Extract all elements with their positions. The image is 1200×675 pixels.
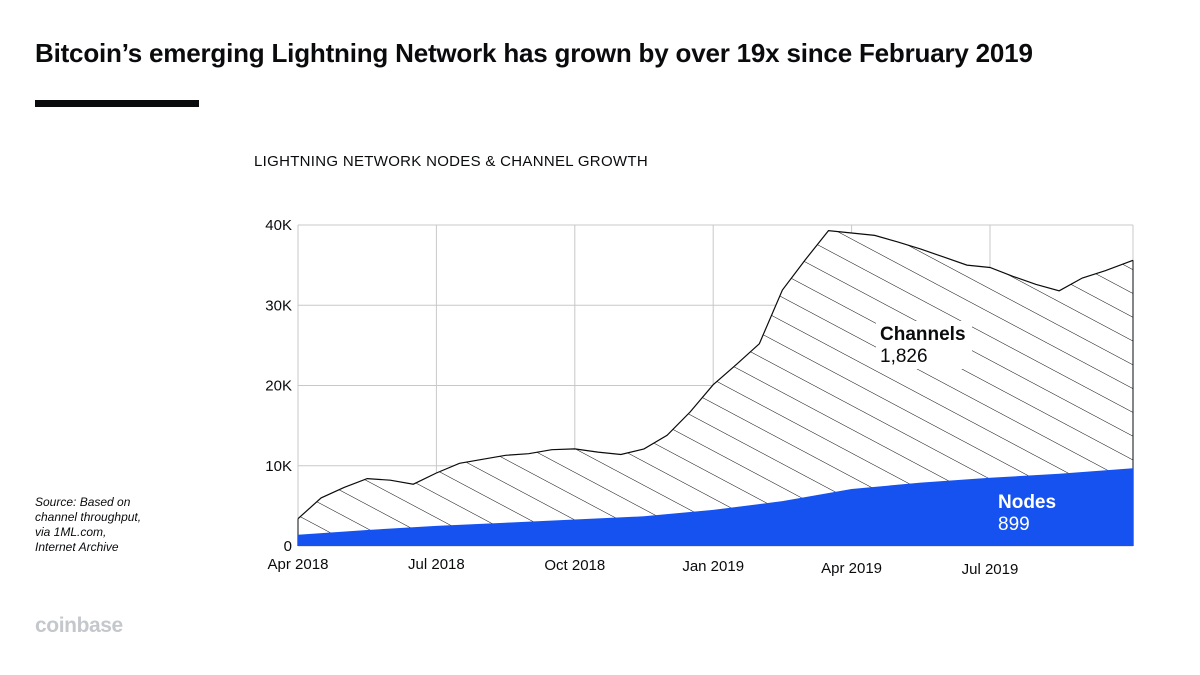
- channels-area: [298, 230, 1133, 546]
- x-tick-label: Oct 2018: [544, 557, 605, 574]
- x-tick-label: Apr 2019: [821, 560, 882, 577]
- chart-title: LIGHTNING NETWORK NODES & CHANNEL GROWTH: [254, 153, 648, 170]
- nodes-label-name: Nodes: [998, 492, 1056, 513]
- nodes-label-value: 899: [998, 514, 1030, 535]
- y-tick-label: 30K: [265, 297, 292, 314]
- channels-label-value: 1,826: [880, 346, 928, 367]
- series-layer: [297, 229, 1134, 546]
- title-rule: [35, 100, 199, 107]
- source-note: Source: Based on channel throughput, via…: [35, 495, 142, 554]
- y-tick-label: 20K: [265, 378, 292, 395]
- y-tick-label: 10K: [265, 458, 292, 475]
- nodes-area: [298, 468, 1133, 546]
- brand-logo: coinbase: [35, 614, 123, 637]
- y-tick-label: 0: [284, 538, 292, 555]
- x-tick-label: Jan 2019: [682, 558, 744, 575]
- x-tick-label: Jul 2019: [962, 561, 1019, 578]
- x-tick-label: Apr 2018: [268, 556, 329, 573]
- channels-label-name: Channels: [880, 324, 966, 345]
- y-tick-label: 40K: [265, 217, 292, 234]
- channels-label-background: [876, 321, 972, 369]
- headline: Bitcoin’s emerging Lightning Network has…: [35, 38, 1033, 68]
- axes: 0 10K 20K 30K 40K Apr 2018 Jul 2018 Oct 2018 Jan…: [265, 217, 1018, 578]
- x-tick-label: Jul 2018: [408, 556, 465, 573]
- channels-line: [297, 229, 1134, 520]
